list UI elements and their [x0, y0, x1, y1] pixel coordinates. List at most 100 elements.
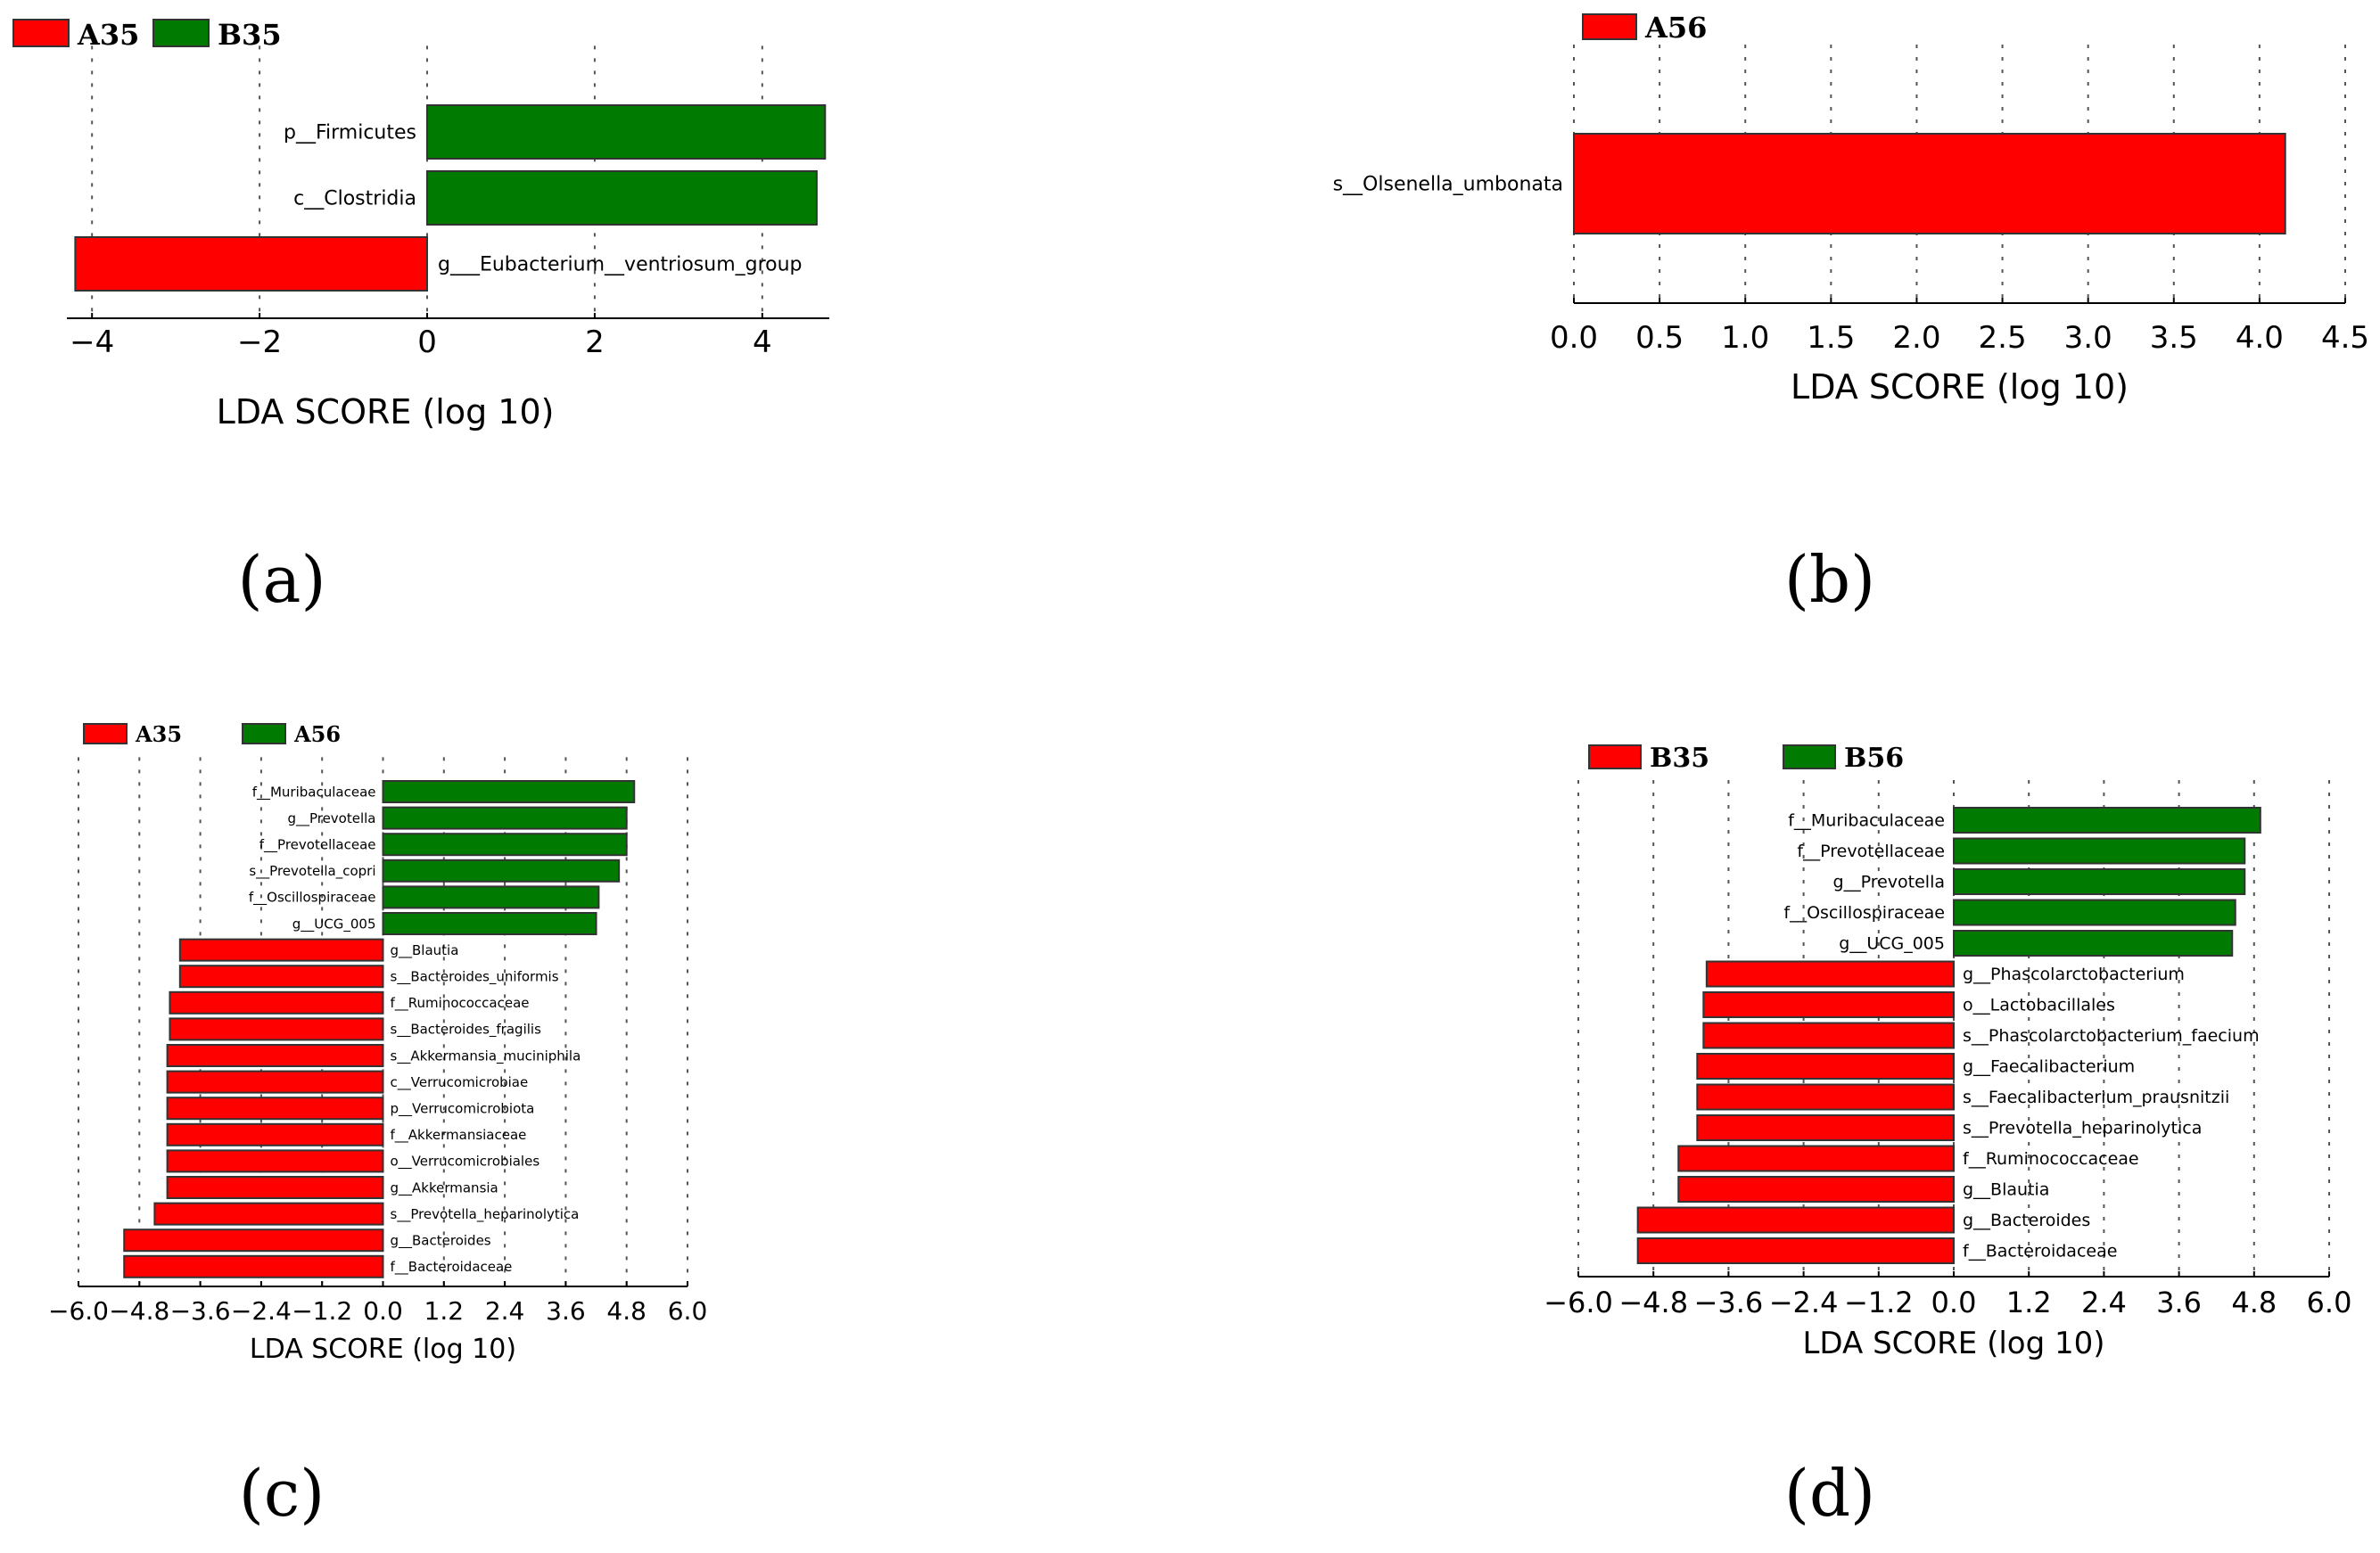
bar-label: g__Faecalibacterium — [1963, 1057, 2135, 1077]
x-tick-label: −2.4 — [231, 1296, 292, 1326]
bar-f__Ruminococcaceae — [1677, 1145, 1956, 1172]
bar-f__Oscillospiraceae — [1953, 899, 2236, 926]
bar-s__Prevotella_heparinolytica — [153, 1202, 384, 1226]
bar-g__Phascolarctobacterium — [1705, 960, 1955, 988]
bar-f__Oscillospiraceae — [382, 885, 600, 909]
x-tick-label: 1.2 — [424, 1296, 465, 1326]
legend-swatch — [1783, 744, 1836, 769]
bar-f__Muribaculaceae — [1953, 807, 2261, 834]
bar-s__Phascolarctobacterium_faecium — [1702, 1022, 1956, 1049]
x-tick-label: 1.5 — [1807, 320, 1855, 356]
panel-label: (b) — [1784, 542, 1875, 617]
legend-label: A35 — [135, 721, 182, 747]
bar-label: g__Akkermansia — [391, 1179, 498, 1196]
bar-label: f__Akkermansiaceae — [391, 1127, 527, 1144]
bar-label: g__Bacteroides — [391, 1232, 491, 1249]
bar-label: f__Bacteroidaceae — [1963, 1242, 2117, 1261]
bar-label: s__Prevotella_heparinolytica — [391, 1206, 580, 1223]
x-tick-label: 6.0 — [2307, 1286, 2352, 1319]
x-tick-label: −4.8 — [109, 1296, 169, 1326]
bar-g__UCG_005 — [382, 912, 597, 935]
x-tick-label: −1.2 — [292, 1296, 352, 1326]
legend-label: A35 — [77, 18, 139, 52]
panel-label: (c) — [239, 1456, 325, 1531]
legend-label: A56 — [1644, 11, 1707, 45]
bar-g__Prevotella — [382, 806, 628, 830]
bar-label: f__Ruminococcaceae — [391, 995, 530, 1012]
x-tick-label: 2.5 — [1979, 320, 2027, 356]
x-tick-label: 4.8 — [2231, 1286, 2277, 1319]
bar-label: f__Oscillospiraceae — [1783, 903, 1945, 923]
bar-label: f__Muribaculaceae — [1788, 811, 1945, 831]
chart-panel-1: −4 −2 0 2 4 LDA SCORE (log 10) p__Firmicutes c_… — [12, 18, 829, 617]
bar-label: g__Blautia — [391, 942, 459, 959]
bar-label: s__Prevotella_copri — [249, 863, 375, 880]
x-tick-label: 3.0 — [2064, 320, 2112, 356]
bar-g__Akkermansia — [166, 1176, 384, 1199]
chart-panel-4: −6.0 −4.8 −3.6 −2.4 −1.2 0.0 1.2 2.4 3.6 4.8 6.0 LD… — [1544, 743, 2351, 1531]
bar-g___Eubacterium__ventriosum_group — [74, 236, 429, 292]
bar-c__Verrucomicrobiae — [166, 1070, 384, 1094]
x-tick-label: 6.0 — [668, 1296, 708, 1326]
legend-label: A56 — [293, 721, 341, 747]
bar-label: g___Eubacterium__ventriosum_group — [438, 254, 803, 276]
chart-panel-2: 0.0 0.5 1.0 1.5 2.0 2.5 3.0 3.5 4.0 4.5 LDA SCORE … — [1333, 11, 2369, 617]
x-axis-title: LDA SCORE (log 10) — [1791, 367, 2129, 407]
x-tick-label: −3.6 — [170, 1296, 231, 1326]
bar-label: g__Phascolarctobacterium — [1963, 965, 2185, 984]
x-tick-label: 1.2 — [2006, 1286, 2052, 1319]
x-tick-label: −6.0 — [1544, 1286, 1613, 1319]
chart-panel-3: −6.0 −4.8 −3.6 −2.4 −1.2 0.0 1.2 2.4 3.6 4.8 6.0 LD… — [48, 721, 707, 1531]
bar-s__Prevotella_copri — [382, 859, 621, 883]
bar-s__Akkermansia_muciniphila — [166, 1044, 384, 1067]
bar-label: s__Akkermansia_muciniphila — [391, 1048, 581, 1064]
legend-label: B56 — [1844, 743, 1904, 774]
x-tick-label: 2.4 — [485, 1296, 525, 1326]
bar-label: s__Prevotella_heparinolytica — [1963, 1119, 2202, 1138]
x-tick-label: 4.8 — [606, 1296, 646, 1326]
bar-label: g__UCG_005 — [292, 916, 376, 933]
x-axis-title: LDA SCORE (log 10) — [217, 392, 555, 431]
legend-swatch — [1588, 744, 1642, 769]
x-tick-label: 2.4 — [2081, 1286, 2127, 1319]
x-tick-label: 0.0 — [1931, 1286, 1977, 1319]
bar-s__Faecalibacterium_prausnitzii — [1696, 1083, 1955, 1111]
bar-label: g__Blautia — [1963, 1180, 2049, 1200]
x-tick-label: 3.5 — [2150, 320, 2198, 356]
x-tick-label: 0.0 — [363, 1296, 403, 1326]
bar-g__Bacteroides — [1636, 1206, 1955, 1234]
x-tick-label: 0.5 — [1635, 320, 1684, 356]
legend-label: B35 — [218, 18, 282, 52]
x-tick-label: 0 — [417, 325, 437, 360]
bar-f__Prevotellaceae — [382, 833, 628, 857]
x-tick-label: −4.8 — [1618, 1286, 1688, 1319]
x-tick-label: −3.6 — [1694, 1286, 1764, 1319]
x-tick-label: 4.0 — [2236, 320, 2284, 356]
bar-label: f__Prevotellaceae — [259, 836, 376, 853]
bar-label: s__Bacteroides_fragilis — [391, 1022, 542, 1039]
bar-f__Ruminococcaceae — [169, 990, 384, 1015]
bar-label: o__Lactobacillales — [1963, 996, 2115, 1015]
x-tick-label: 4 — [753, 325, 772, 360]
legend-swatch — [83, 723, 128, 744]
x-tick-label: −2.4 — [1769, 1286, 1839, 1319]
bar-o__Verrucomicrobiales — [166, 1149, 384, 1173]
x-tick-label: 1.0 — [1721, 320, 1769, 356]
bar-g__Blautia — [1677, 1176, 1956, 1203]
bar-f__Akkermansiaceae — [166, 1122, 384, 1146]
bar-label: s__Phascolarctobacterium_faecium — [1963, 1026, 2260, 1046]
bar-label: o__Verrucomicrobiales — [391, 1154, 540, 1171]
x-tick-label: 2.0 — [1892, 320, 1940, 356]
bar-label: f__Prevotellaceae — [1797, 842, 1945, 861]
bar-s__Olsenella_umbonata — [1573, 133, 2286, 234]
legend-swatch — [242, 723, 286, 744]
bar-f__Prevotellaceae — [1953, 837, 2246, 865]
legend-swatch — [12, 19, 70, 47]
x-axis-title: LDA SCORE (log 10) — [250, 1334, 516, 1365]
bar-p__Verrucomicrobiota — [166, 1097, 384, 1121]
bar-label: s__Bacteroides_uniformis — [391, 968, 559, 985]
bar-label: p__Firmicutes — [284, 122, 416, 144]
bar-label: f__Bacteroidaceae — [391, 1259, 513, 1276]
bar-label: g__Prevotella — [287, 810, 375, 827]
